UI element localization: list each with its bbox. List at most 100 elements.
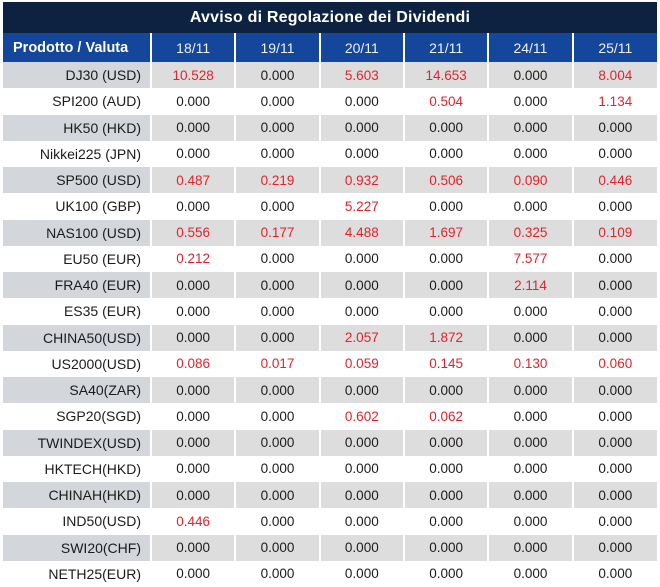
table-row: CHINAH(HKD) 0.000 0.000 0.000 0.000 0.000 0.00… — [3, 482, 657, 509]
product-cell: SWI20(CHF) — [3, 534, 151, 561]
value-cell: 0.017 — [234, 350, 320, 377]
table-row: SP500 (USD) 0.487 0.219 0.932 0.506 0.090 0.44… — [3, 167, 657, 194]
value-cell: 0.000 — [318, 140, 404, 167]
value-cell: 0.000 — [571, 324, 657, 351]
value-cell: 0.000 — [571, 508, 657, 535]
value-cell: 0.000 — [571, 560, 657, 587]
value-cell: 0.000 — [318, 482, 404, 509]
value-cell: 0.000 — [234, 114, 320, 141]
product-cell: SP500 (USD) — [3, 167, 151, 194]
value-cell: 0.000 — [234, 193, 320, 220]
column-header-product: Prodotto / Valuta — [3, 33, 151, 62]
value-cell: 4.488 — [318, 219, 404, 246]
value-cell: 0.000 — [318, 298, 404, 325]
value-cell: 0.000 — [571, 193, 657, 220]
value-cell: 0.000 — [402, 377, 489, 404]
table-row: EU50 (EUR) 0.212 0.000 0.000 0.000 7.577 0.000 — [3, 245, 657, 272]
value-cell: 0.000 — [571, 272, 657, 299]
value-cell: 0.000 — [234, 88, 320, 115]
value-cell: 0.000 — [149, 482, 236, 509]
value-cell: 0.000 — [487, 534, 573, 561]
value-cell: 0.504 — [402, 88, 489, 115]
product-cell: FRA40 (EUR) — [3, 272, 151, 299]
value-cell: 0.000 — [571, 482, 657, 509]
value-cell: 0.446 — [571, 167, 657, 194]
value-cell: 0.000 — [571, 429, 657, 456]
value-cell: 0.000 — [234, 62, 320, 89]
value-cell: 0.000 — [487, 455, 573, 482]
column-header-date: 21/11 — [402, 33, 489, 62]
value-cell: 0.000 — [318, 88, 404, 115]
product-cell: ES35 (EUR) — [3, 298, 151, 325]
value-cell: 0.000 — [234, 482, 320, 509]
product-cell: IND50(USD) — [3, 508, 151, 535]
value-cell: 0.000 — [402, 193, 489, 220]
value-cell: 0.000 — [234, 534, 320, 561]
value-cell: 0.000 — [234, 508, 320, 535]
value-cell: 1.697 — [402, 219, 489, 246]
product-cell: TWINDEX(USD) — [3, 429, 151, 456]
value-cell: 10.528 — [149, 62, 236, 89]
value-cell: 0.090 — [487, 167, 573, 194]
value-cell: 0.000 — [487, 140, 573, 167]
table-row: SPI200 (AUD) 0.000 0.000 0.000 0.504 0.000 1.1… — [3, 88, 657, 115]
product-cell: HKTECH(HKD) — [3, 455, 151, 482]
product-cell: Nikkei225 (JPN) — [3, 140, 151, 167]
value-cell: 0.000 — [149, 534, 236, 561]
value-cell: 0.000 — [234, 140, 320, 167]
value-cell: 0.487 — [149, 167, 236, 194]
value-cell: 0.000 — [234, 455, 320, 482]
value-cell: 0.000 — [234, 298, 320, 325]
product-cell: UK100 (GBP) — [3, 193, 151, 220]
value-cell: 0.000 — [402, 455, 489, 482]
value-cell: 0.000 — [149, 88, 236, 115]
table-row: FRA40 (EUR) 0.000 0.000 0.000 0.000 2.114 0.00… — [3, 272, 657, 299]
page-title: Avviso di Regolazione dei Dividendi — [189, 9, 471, 26]
value-cell: 0.000 — [318, 377, 404, 404]
value-cell: 0.000 — [402, 140, 489, 167]
value-cell: 0.000 — [149, 455, 236, 482]
column-header-date: 20/11 — [318, 33, 404, 62]
value-cell: 0.059 — [318, 350, 404, 377]
table-row: Nikkei225 (JPN) 0.000 0.000 0.000 0.000 0.000… — [3, 140, 657, 167]
value-cell: 2.114 — [487, 272, 573, 299]
value-cell: 0.000 — [234, 403, 320, 430]
table-row: NETH25(EUR) 0.000 0.000 0.000 0.000 0.000 0.00… — [3, 560, 657, 587]
value-cell: 7.577 — [487, 245, 573, 272]
value-cell: 0.060 — [571, 350, 657, 377]
value-cell: 0.506 — [402, 167, 489, 194]
product-cell: NETH25(EUR) — [3, 560, 151, 587]
value-cell: 0.000 — [402, 508, 489, 535]
column-header-date: 25/11 — [571, 33, 657, 62]
value-cell: 0.000 — [149, 324, 236, 351]
value-cell: 0.602 — [318, 403, 404, 430]
value-cell: 0.000 — [571, 114, 657, 141]
table-row: TWINDEX(USD) 0.000 0.000 0.000 0.000 0.000 0.0… — [3, 429, 657, 456]
value-cell: 1.872 — [402, 324, 489, 351]
value-cell: 0.000 — [571, 534, 657, 561]
column-header-date: 19/11 — [234, 33, 320, 62]
value-cell: 0.000 — [571, 403, 657, 430]
table-row: SWI20(CHF) 0.000 0.000 0.000 0.000 0.000 0.000 — [3, 534, 657, 561]
product-cell: SA40(ZAR) — [3, 377, 151, 404]
value-cell: 0.000 — [234, 429, 320, 456]
value-cell: 2.057 — [318, 324, 404, 351]
value-cell: 0.000 — [149, 272, 236, 299]
value-cell: 0.000 — [402, 534, 489, 561]
table-row: HK50 (HKD) 0.000 0.000 0.000 0.000 0.000 0.000 — [3, 114, 657, 141]
dividend-adjustment-notice: Avviso di Regolazione dei Dividendi Prod… — [3, 2, 657, 587]
value-cell: 0.000 — [318, 455, 404, 482]
table-row: DJ30 (USD) 10.528 0.000 5.603 14.653 0.000 8.0… — [3, 62, 657, 89]
value-cell: 0.000 — [318, 429, 404, 456]
value-cell: 0.000 — [149, 114, 236, 141]
value-cell: 5.227 — [318, 193, 404, 220]
value-cell: 0.000 — [487, 508, 573, 535]
value-cell: 0.062 — [402, 403, 489, 430]
column-header-date: 18/11 — [149, 33, 236, 62]
dividends-table: Prodotto / Valuta 18/11 19/11 20/11 21/11 24… — [3, 33, 657, 587]
value-cell: 0.000 — [571, 140, 657, 167]
product-cell: SPI200 (AUD) — [3, 88, 151, 115]
value-cell: 0.000 — [571, 455, 657, 482]
value-cell: 0.000 — [487, 193, 573, 220]
value-cell: 0.000 — [487, 377, 573, 404]
